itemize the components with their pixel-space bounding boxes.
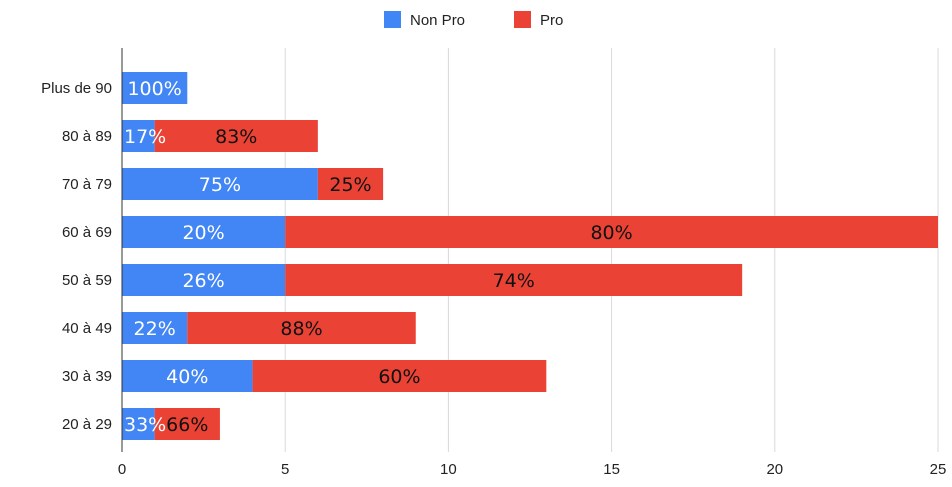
legend-label-non-pro: Non Pro	[410, 12, 465, 29]
data-label-non-pro: 75%	[199, 174, 241, 196]
data-label-non-pro: 26%	[182, 270, 224, 292]
data-label-non-pro: 40%	[166, 366, 208, 388]
legend-swatch-pro	[514, 11, 531, 28]
x-tick-label: 20	[766, 461, 783, 478]
bar-pro	[187, 312, 416, 344]
x-tick-label: 10	[440, 461, 457, 478]
category-label: 70 à 79	[62, 176, 112, 193]
data-label-non-pro: 33%	[124, 414, 166, 436]
category-label: 60 à 69	[62, 224, 112, 241]
axes: 0 5 10 15 20 25 Plus de 90 80 à 89 70 à 79 60 à 6…	[41, 48, 946, 478]
data-label-pro: 60%	[378, 366, 420, 388]
data-label-pro: 74%	[493, 270, 535, 292]
data-label-pro: 88%	[280, 318, 322, 340]
category-label: 80 à 89	[62, 128, 112, 145]
category-label: 20 à 29	[62, 416, 112, 433]
bars: 100% 17% 83% 75% 25% 20% 80% 26% 74% 22% 88% 40% 60%…	[122, 72, 938, 440]
category-label: Plus de 90	[41, 80, 112, 97]
legend: Non Pro Pro	[384, 11, 563, 29]
x-tick-label: 25	[930, 461, 947, 478]
bar-non-pro	[122, 72, 188, 104]
bar-non-pro	[122, 168, 318, 200]
bar-non-pro	[122, 264, 286, 296]
bar-non-pro	[122, 408, 155, 440]
data-label-non-pro: 17%	[124, 126, 166, 148]
data-label-non-pro: 22%	[134, 318, 176, 340]
data-label-non-pro: 20%	[182, 222, 224, 244]
bar-pro	[252, 360, 547, 392]
data-label-pro: 25%	[329, 174, 371, 196]
category-label: 40 à 49	[62, 320, 112, 337]
bar-pro	[317, 168, 384, 200]
data-label-pro: 66%	[166, 414, 208, 436]
legend-label-pro: Pro	[540, 12, 563, 29]
bar-pro	[154, 408, 220, 440]
bar-non-pro	[122, 120, 155, 152]
data-label-pro: 83%	[215, 126, 257, 148]
bar-non-pro	[122, 312, 188, 344]
legend-swatch-non-pro	[384, 11, 401, 28]
bar-non-pro	[122, 360, 253, 392]
category-label: 50 à 59	[62, 272, 112, 289]
x-tick-label: 5	[281, 461, 289, 478]
bar-non-pro	[122, 216, 286, 248]
bar-pro	[285, 264, 743, 296]
data-label-non-pro: 100%	[127, 78, 181, 100]
bar-pro	[154, 120, 318, 152]
bar-pro	[285, 216, 938, 248]
category-label: 30 à 39	[62, 368, 112, 385]
x-tick-label: 15	[603, 461, 620, 478]
x-tick-label: 0	[118, 461, 126, 478]
data-label-pro: 80%	[590, 222, 632, 244]
